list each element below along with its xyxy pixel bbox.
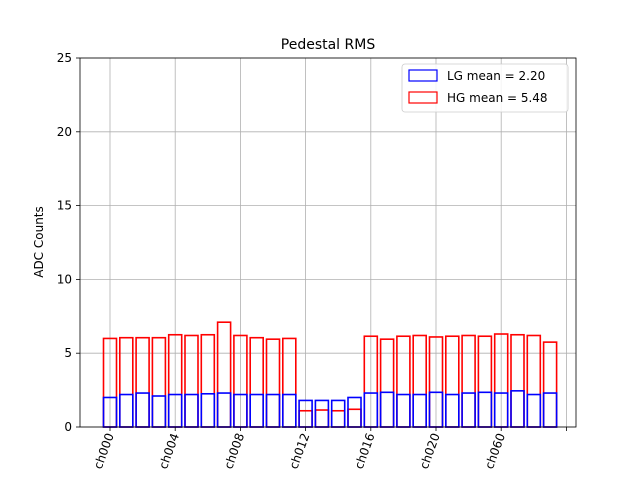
y-tick-label: 0 [64, 420, 72, 434]
grid-lines [80, 57, 576, 428]
y-tick-label: 20 [57, 125, 72, 139]
chart-title: Pedestal RMS [281, 37, 376, 53]
legend: LG mean = 2.20 HG mean = 5.48 [401, 63, 569, 113]
legend-label-hg: HG mean = 5.48 [447, 91, 548, 105]
y-tick-label: 10 [57, 272, 72, 286]
plot-frame [79, 57, 577, 428]
y-tick-label: 15 [57, 199, 72, 213]
y-axis-label: ADC Counts [32, 206, 46, 278]
y-tick-label: 25 [57, 51, 72, 65]
legend-swatch-lg [408, 69, 438, 82]
legend-swatch-hg [408, 91, 438, 104]
legend-label-lg: LG mean = 2.20 [447, 69, 545, 83]
legend-box [401, 63, 569, 113]
y-tick-label: 5 [64, 346, 72, 360]
